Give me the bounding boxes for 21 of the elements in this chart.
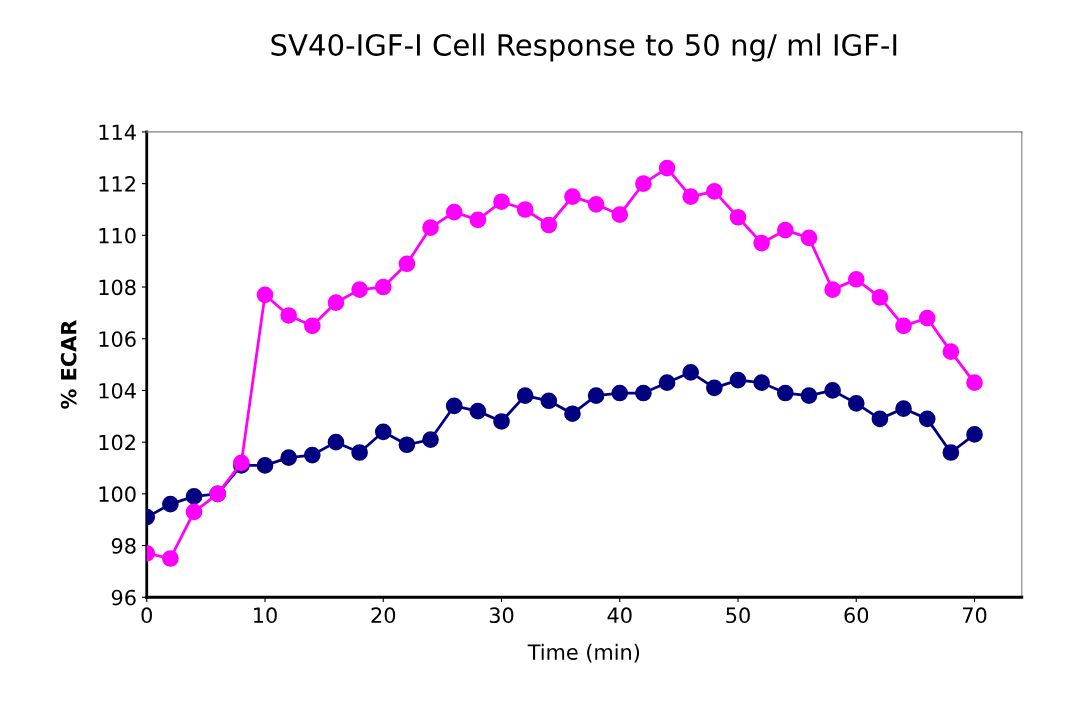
- y-tick-label: 96: [111, 589, 136, 606]
- y-tick-label: 112: [99, 176, 135, 192]
- x-tick-label: 50: [726, 607, 750, 624]
- y-tick-label: 110: [99, 227, 136, 244]
- y-tick-label: 108: [99, 279, 136, 296]
- x-axis-title: Time (min): [527, 643, 640, 663]
- x-tick-label: 70: [962, 607, 987, 624]
- y-tick-label: 104: [99, 382, 136, 399]
- chart-title: SV40-IGF-I Cell Response to 50 ng/ ml IGF-I: [271, 33, 897, 62]
- y-tick-label: 106: [99, 331, 136, 347]
- y-tick-label: 98: [111, 538, 136, 554]
- y-tick-label: 114: [99, 124, 136, 140]
- x-tick-label: 60: [844, 607, 869, 624]
- x-tick-label: 30: [489, 607, 514, 624]
- y-tick-label: 100: [99, 486, 136, 503]
- x-tick-label: 10: [254, 607, 277, 624]
- x-tick-label: 20: [371, 607, 396, 624]
- y-tick-label: 102: [99, 434, 135, 451]
- x-tick-label: 40: [607, 607, 632, 624]
- y-axis-title: % ECAR: [60, 320, 77, 409]
- x-tick-label: 0: [141, 607, 152, 624]
